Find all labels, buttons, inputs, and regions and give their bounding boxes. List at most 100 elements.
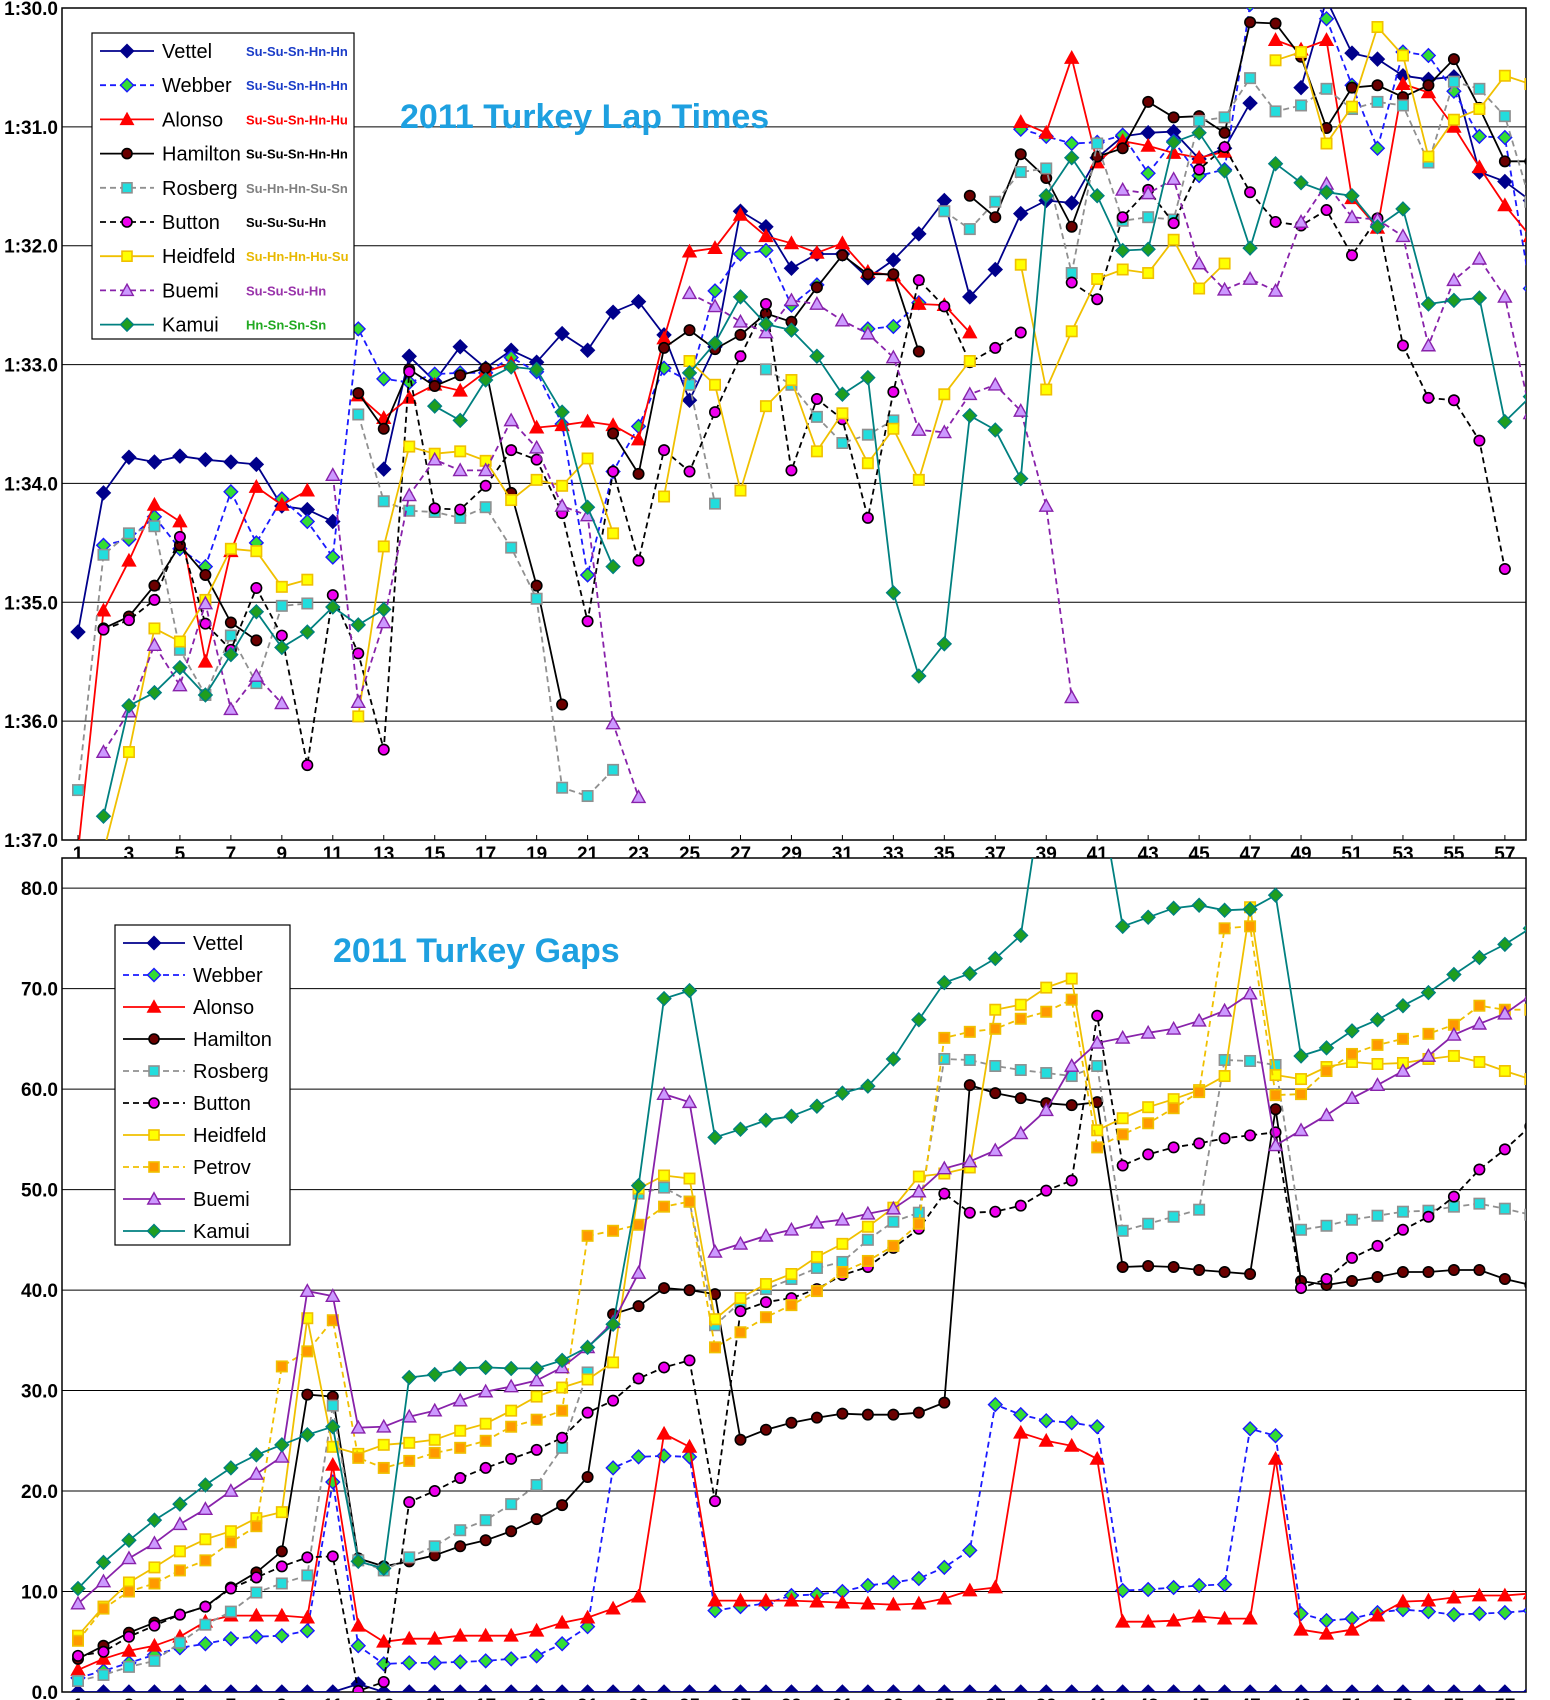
point-buemi (936, 424, 953, 439)
y-tick-label: 1:31.0 (4, 118, 58, 139)
point-rosberg (1295, 99, 1308, 112)
legend-marker-petrov (148, 1161, 160, 1173)
point-hamilton (912, 345, 925, 358)
point-kamui (834, 1085, 851, 1101)
point-heidfeld (683, 1172, 696, 1185)
point-petrov (861, 1254, 874, 1267)
point-alonso (1420, 1592, 1437, 1607)
y-tick-label: 1:36.0 (4, 712, 58, 733)
y-tick-label: 80.0 (21, 879, 58, 900)
point-kamui (95, 808, 112, 824)
point-button (963, 1206, 976, 1219)
point-buemi (350, 694, 366, 709)
point-alonso (681, 243, 698, 258)
point-alonso (248, 479, 265, 493)
point-petrov (683, 1195, 696, 1208)
point-vettel (834, 1684, 851, 1692)
point-petrov (275, 1360, 288, 1373)
point-buemi (325, 467, 341, 482)
point-webber (732, 246, 749, 262)
point-hamilton (454, 369, 467, 382)
point-buemi (809, 1214, 825, 1229)
point-heidfeld (173, 635, 186, 648)
point-rosberg (1014, 166, 1027, 179)
point-hamilton (581, 1470, 594, 1483)
point-rosberg (1244, 1054, 1257, 1067)
point-alonso (1522, 1593, 1526, 1600)
point-button (428, 1485, 441, 1498)
point-buemi (477, 1383, 494, 1398)
point-alonso (1216, 1610, 1233, 1625)
point-buemi (911, 422, 927, 436)
point-kamui (1267, 155, 1284, 172)
point-heidfeld (683, 355, 696, 368)
point-kamui (1114, 242, 1131, 259)
point-alonso (911, 1595, 927, 1610)
point-heidfeld (454, 445, 467, 458)
point-button (759, 297, 772, 310)
point-kamui (1242, 240, 1258, 256)
point-kamui (197, 687, 214, 703)
point-kamui (1471, 290, 1488, 306)
legend-label-alonso: Alonso (193, 997, 254, 1019)
legend-label-kamui: Kamui (162, 315, 219, 337)
point-buemi (1267, 1137, 1284, 1152)
point-rosberg (1320, 82, 1333, 95)
point-rosberg (505, 1498, 518, 1511)
point-vettel (197, 1684, 214, 1692)
point-kamui (1420, 984, 1437, 1001)
point-webber (630, 1449, 647, 1465)
point-kamui (248, 1447, 265, 1463)
point-webber (1420, 47, 1437, 64)
legend-marker-alonso (119, 111, 135, 126)
point-hamilton (479, 362, 492, 375)
point-hamilton (1218, 126, 1231, 139)
point-vettel (70, 1684, 86, 1692)
point-buemi (1064, 689, 1080, 704)
point-kamui (1395, 201, 1411, 217)
point-webber (554, 1636, 570, 1652)
point-hamilton (250, 634, 263, 647)
point-button (1091, 293, 1104, 306)
point-buemi (503, 1378, 519, 1393)
point-alonso (834, 235, 851, 250)
point-heidfeld (479, 1417, 492, 1430)
point-petrov (810, 1285, 823, 1298)
y-tick-label: 40.0 (21, 1281, 58, 1302)
point-button (301, 759, 314, 772)
point-buemi (121, 1550, 137, 1565)
point-kamui (426, 398, 443, 414)
point-rosberg (1371, 1209, 1384, 1222)
point-webber (274, 1627, 290, 1644)
point-heidfeld (1091, 272, 1104, 285)
point-hamilton (912, 1406, 925, 1419)
point-buemi (1471, 250, 1488, 265)
legend-marker-kamui (146, 1223, 162, 1239)
point-buemi (197, 595, 214, 610)
point-rosberg (1371, 95, 1384, 108)
point-buemi (1420, 1048, 1437, 1062)
point-buemi (1089, 1034, 1105, 1049)
point-button (454, 1471, 467, 1484)
point-buemi (376, 614, 392, 629)
point-rosberg (1116, 1224, 1129, 1237)
point-kamui (579, 1339, 596, 1356)
legend-marker-heidfeld (121, 250, 133, 262)
point-alonso (809, 1593, 825, 1608)
point-hamilton (1014, 1092, 1027, 1105)
point-kamui (1344, 188, 1360, 204)
point-alonso (427, 1630, 443, 1645)
point-petrov (1091, 1141, 1104, 1154)
point-button (1116, 1159, 1129, 1172)
point-button (352, 647, 365, 660)
point-kamui (1318, 184, 1335, 200)
point-vettel (885, 252, 902, 268)
point-buemi (528, 1372, 545, 1387)
point-webber (197, 1636, 214, 1652)
point-webber (248, 1628, 265, 1645)
point-kamui (860, 369, 876, 386)
point-alonso (1140, 1613, 1156, 1628)
point-heidfeld (1269, 1069, 1282, 1082)
point-heidfeld (403, 440, 416, 453)
point-rosberg (1193, 114, 1206, 127)
